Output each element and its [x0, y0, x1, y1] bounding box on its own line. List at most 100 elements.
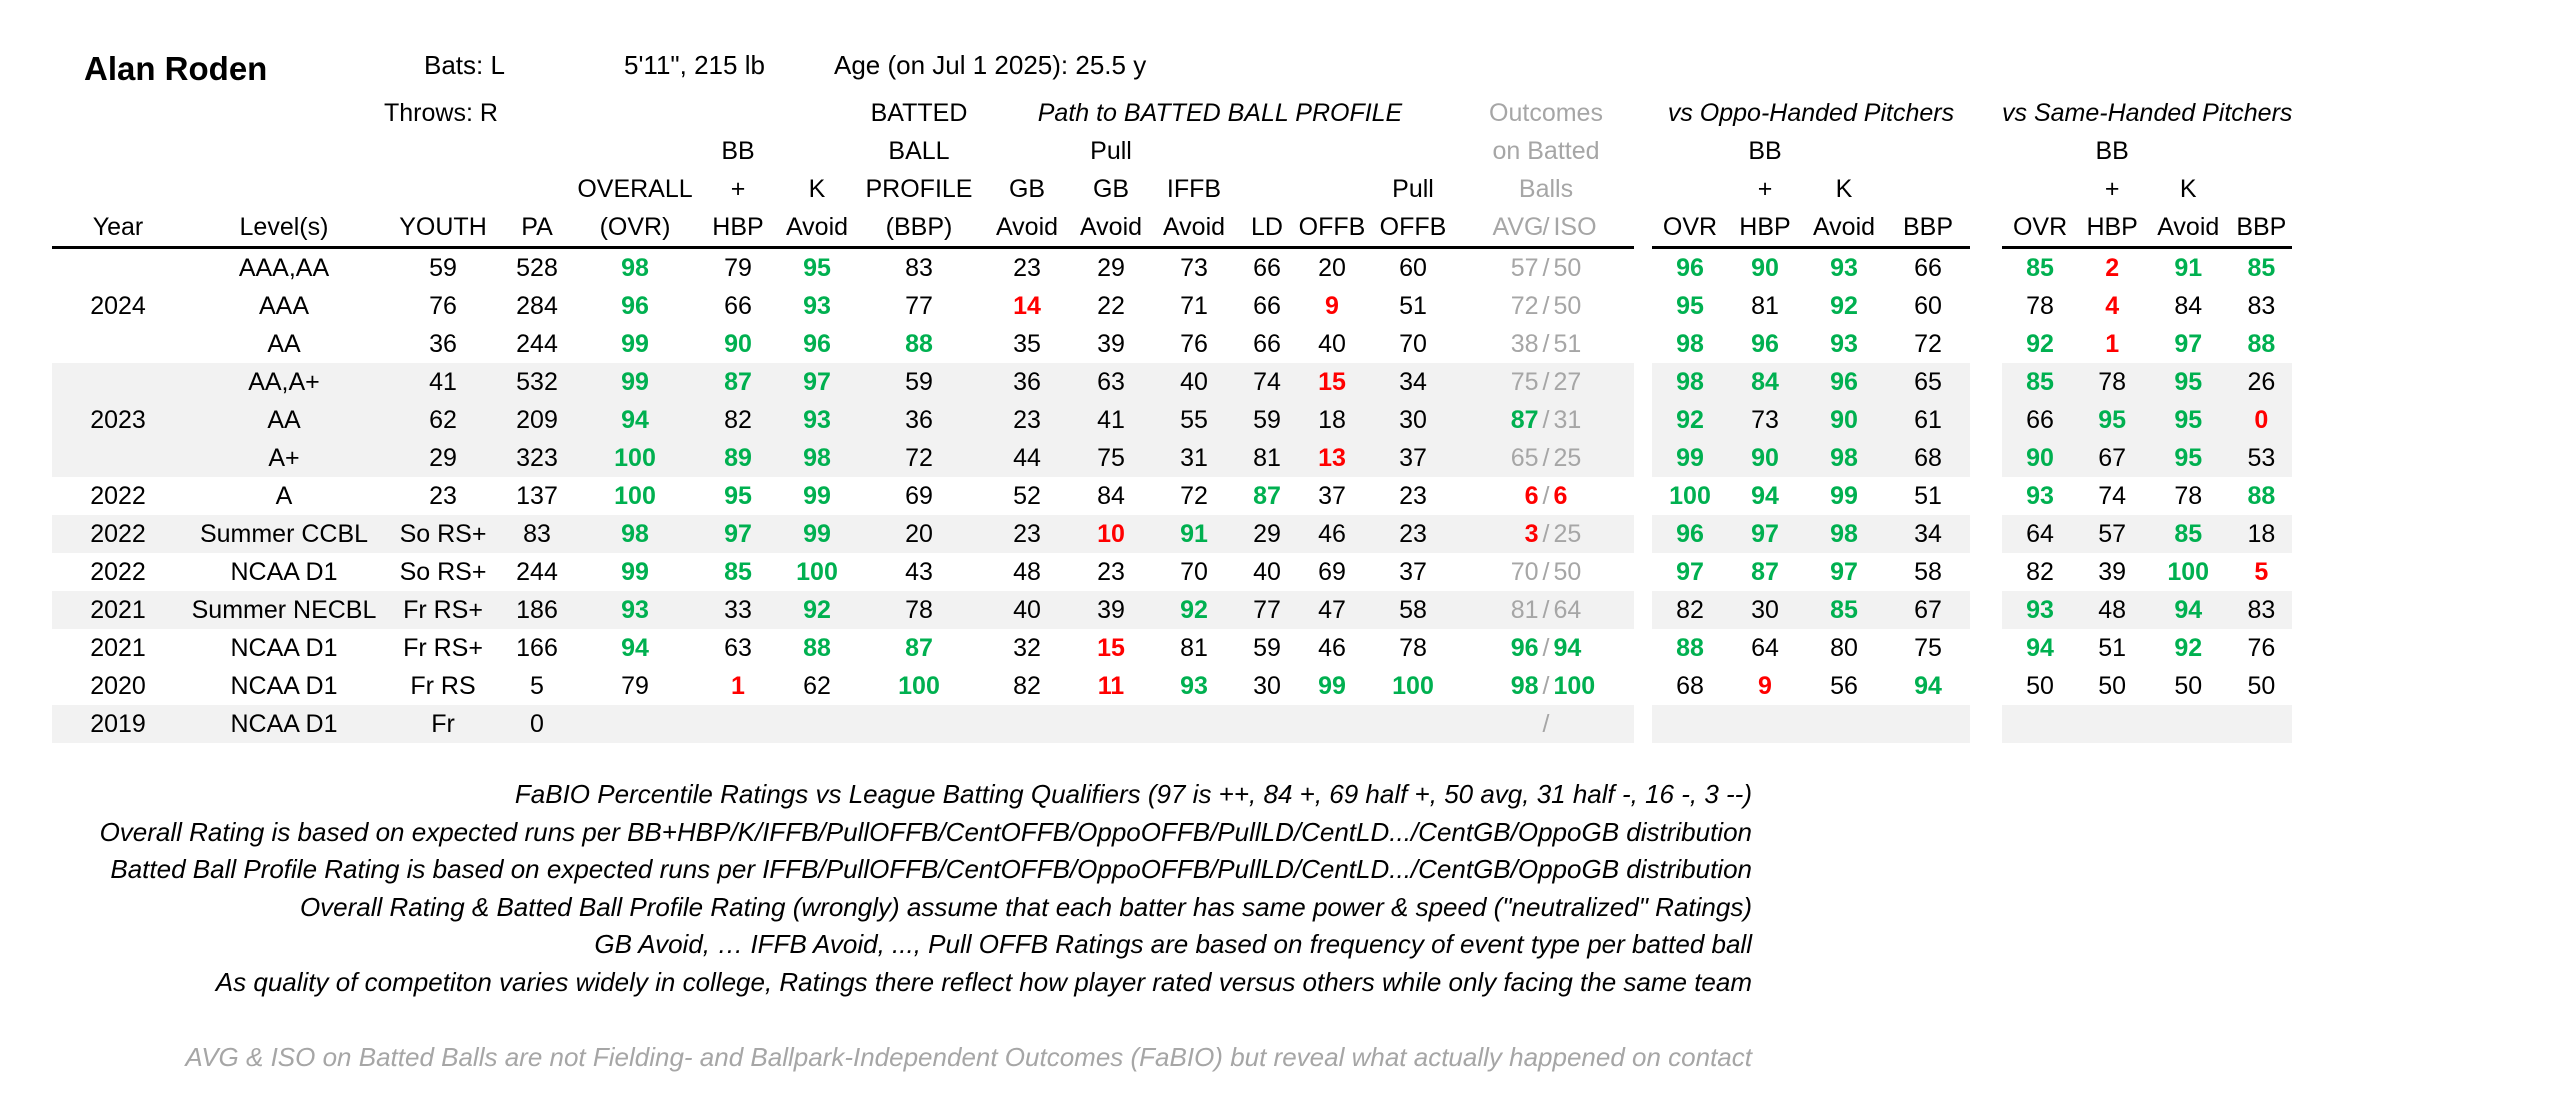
ld-header: LD	[1238, 208, 1296, 249]
bbhbp-cell: 90	[724, 330, 752, 358]
slash-separator: /	[1542, 596, 1550, 624]
oppo-bbp-cell: 61	[1886, 401, 1970, 439]
oppo-kavoid-cell: 92	[1830, 292, 1858, 320]
oppo-ovr-cell: 96	[1676, 254, 1704, 282]
year-cell: 2022	[52, 515, 184, 553]
oppo-bbp-cell	[1886, 705, 1970, 743]
youth-cell: So RS+	[399, 558, 487, 586]
pullgbavoid-cell: 15	[1097, 634, 1125, 662]
pulloffb-header-1: Pull	[1392, 175, 1434, 203]
same-bbp-cell: 50	[2247, 672, 2276, 700]
bbhbp-header-1: BB	[721, 137, 755, 165]
overall-header-2: (OVR)	[572, 208, 698, 249]
same-bbhbp-cell: 78	[2078, 363, 2147, 401]
level-cell: AA,A+	[184, 363, 384, 401]
bbp-cell: 78	[856, 591, 982, 629]
kavoid-cell: 93	[803, 292, 831, 320]
iso-value: 31	[1553, 406, 1582, 434]
oppo-ovr-cell: 82	[1652, 591, 1728, 629]
youth-cell: 23	[429, 482, 457, 510]
column-gap	[1634, 363, 1652, 401]
oppo-bbhbp-cell: 94	[1751, 482, 1779, 510]
iso-value: 100	[1553, 672, 1596, 700]
column-gap	[1970, 287, 2002, 325]
column-gap	[1634, 705, 1652, 743]
youth-cell: 41	[384, 363, 502, 401]
iffbavoid-cell	[1150, 705, 1238, 743]
same-kavoid-cell: 100	[2167, 558, 2210, 586]
overall-cell: 99	[621, 330, 649, 358]
pullgbavoid-cell: 22	[1097, 292, 1125, 320]
avg-iso-cell: 6/6	[1458, 477, 1634, 515]
column-gap	[1970, 515, 2002, 553]
pa-cell: 209	[502, 401, 572, 439]
offb-cell: 18	[1296, 401, 1368, 439]
iso-value: 6	[1553, 482, 1568, 510]
youth-cell: So RS+	[384, 515, 502, 553]
vs-same-title: vs Same-Handed Pitchers	[2002, 99, 2293, 127]
same-bbp-cell: 0	[2230, 401, 2293, 439]
column-gap	[1634, 515, 1652, 553]
column-gap	[1970, 439, 2002, 477]
same-kavoid-cell: 78	[2174, 482, 2203, 510]
table-row: 2022 NCAA D1 So RS+ 244 99 85 100 43 48 23 70 40 69 3…	[52, 553, 2292, 591]
column-gap	[1970, 591, 2002, 629]
column-gap	[1970, 325, 2002, 363]
avg-iso-cell: 96/94	[1458, 629, 1634, 667]
bbhbp-cell: 82	[698, 401, 778, 439]
oppo-bbp-cell: 58	[1914, 558, 1942, 586]
level-cell: NCAA D1	[230, 672, 338, 700]
year-cell	[52, 363, 184, 401]
same-bbp-header: BBP	[2230, 208, 2293, 249]
oppo-bbp-cell: 72	[1914, 330, 1942, 358]
iffbavoid-cell: 71	[1180, 292, 1208, 320]
pulloffb-cell: 37	[1368, 439, 1458, 477]
same-kavoid-cell: 97	[2174, 330, 2203, 358]
offb-cell: 20	[1318, 254, 1346, 282]
offb-cell: 37	[1318, 482, 1346, 510]
column-gap	[1970, 401, 2002, 439]
oppo-bbhbp-header-1: BB	[1748, 137, 1782, 165]
same-bbhbp-cell: 74	[2098, 482, 2127, 510]
kavoid-cell: 62	[803, 672, 831, 700]
avg-value: 57	[1510, 254, 1539, 282]
gbavoid-cell: 35	[1013, 330, 1041, 358]
column-gap	[1634, 248, 1652, 288]
offb-cell: 9	[1325, 292, 1339, 320]
pulloffb-cell: 70	[1399, 330, 1427, 358]
player-name: Alan Roden	[84, 50, 268, 87]
slash-separator: /	[1542, 330, 1550, 358]
offb-cell: 46	[1296, 515, 1368, 553]
youth-cell: Fr RS+	[403, 634, 483, 662]
pulloffb-cell: 51	[1399, 292, 1427, 320]
same-bbp-cell: 18	[2230, 515, 2293, 553]
same-bbp-cell: 26	[2230, 363, 2293, 401]
oppo-ovr-cell: 99	[1652, 439, 1728, 477]
level-cell: NCAA D1	[230, 634, 338, 662]
iso-value: 27	[1553, 368, 1582, 396]
oppo-ovr-cell: 68	[1676, 672, 1704, 700]
oppo-bbp-cell: 66	[1914, 254, 1942, 282]
same-bbhbp-cell: 2	[2105, 254, 2120, 282]
bbhbp-cell: 1	[731, 672, 745, 700]
table-row: AA 36 244 99 90 96 88 35 39 76 66 40 70 38/51 98 96 93 72…	[52, 325, 2292, 363]
slash-separator: /	[1542, 292, 1550, 320]
same-kavoid-cell: 92	[2174, 634, 2203, 662]
year-cell: 2022	[90, 558, 146, 586]
avg-iso-cell: 38/51	[1458, 325, 1634, 363]
bbhbp-cell: 79	[724, 254, 752, 282]
footnote: AVG & ISO on Batted Balls are not Fieldi…	[185, 1042, 1752, 1072]
table-row: 2021 NCAA D1 Fr RS+ 166 94 63 88 87 32 15 81 59 46 78…	[52, 629, 2292, 667]
ld-cell: 81	[1238, 439, 1296, 477]
height-weight: 5'11", 215 lb	[624, 50, 765, 80]
year-cell: 2023	[52, 401, 184, 439]
oppo-bbhbp-cell: 73	[1728, 401, 1802, 439]
note-line: As quality of competiton varies widely i…	[215, 966, 1752, 997]
avg-value: 6	[1524, 482, 1539, 510]
iso-value: 25	[1553, 444, 1582, 472]
bbp-cell: 77	[905, 292, 933, 320]
same-bbp-cell: 83	[2247, 292, 2276, 320]
pullgbavoid-cell: 75	[1072, 439, 1150, 477]
oppo-bbhbp-cell: 87	[1751, 558, 1779, 586]
pullgb-header-1: Pull	[1090, 137, 1132, 165]
